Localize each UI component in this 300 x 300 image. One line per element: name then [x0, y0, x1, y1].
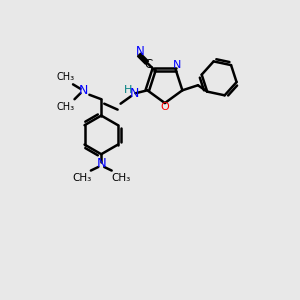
Text: C: C [144, 58, 152, 71]
Text: CH₃: CH₃ [56, 102, 75, 112]
Text: CH₃: CH₃ [56, 72, 75, 82]
Text: CH₃: CH₃ [72, 173, 92, 183]
Text: N: N [79, 84, 88, 97]
Text: N: N [173, 60, 182, 70]
Text: N: N [96, 157, 106, 169]
Text: N: N [136, 45, 144, 58]
Text: O: O [160, 103, 169, 112]
Text: CH₃: CH₃ [111, 173, 130, 183]
Text: H: H [124, 85, 132, 95]
Text: N: N [129, 87, 139, 100]
